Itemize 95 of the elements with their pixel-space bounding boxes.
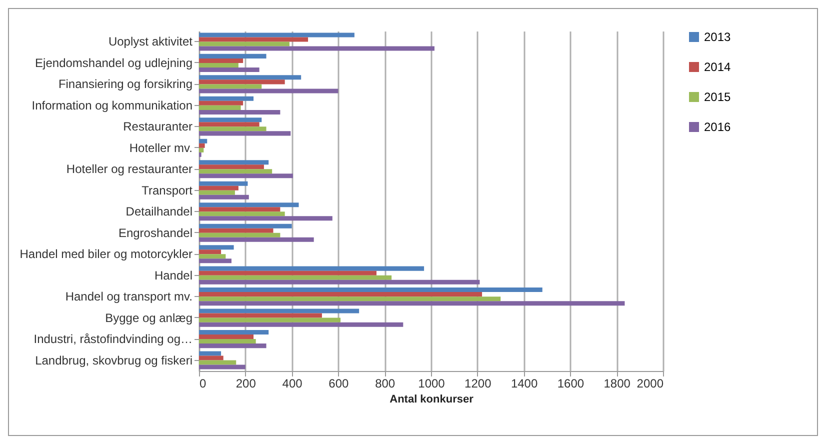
bar bbox=[199, 288, 542, 292]
legend-label: 2014 bbox=[704, 60, 732, 74]
bar bbox=[199, 174, 293, 178]
bar bbox=[199, 42, 290, 46]
bar bbox=[199, 270, 376, 276]
y-tick-label: Restauranter bbox=[123, 120, 192, 134]
bar bbox=[199, 143, 205, 148]
x-tick-label: 0 bbox=[200, 376, 206, 390]
bar bbox=[199, 250, 222, 254]
bar bbox=[199, 118, 262, 122]
bar bbox=[199, 194, 249, 200]
bar bbox=[199, 160, 269, 165]
x-axis-title: Antal konkurser bbox=[390, 394, 474, 406]
bar bbox=[199, 207, 280, 212]
bar bbox=[199, 237, 314, 242]
bar bbox=[199, 351, 222, 356]
bar bbox=[199, 344, 266, 348]
bar bbox=[199, 296, 501, 302]
bar bbox=[199, 322, 404, 327]
bar bbox=[199, 46, 434, 51]
x-tick-label: 1400 bbox=[510, 376, 538, 390]
bar bbox=[199, 224, 292, 228]
bar bbox=[199, 67, 260, 72]
x-tick-label: 1200 bbox=[464, 376, 492, 390]
bar bbox=[199, 169, 272, 174]
bar bbox=[199, 148, 204, 152]
bar bbox=[199, 266, 424, 271]
bar bbox=[199, 339, 256, 344]
x-tick-label: 200 bbox=[236, 376, 256, 390]
x-tick-label: 2000 bbox=[636, 376, 664, 390]
bar bbox=[199, 292, 482, 297]
bar bbox=[199, 80, 285, 84]
y-tick-label: Finansiering og forsikring bbox=[58, 77, 192, 92]
bar bbox=[199, 254, 226, 259]
bar bbox=[199, 280, 480, 284]
y-tick-label: Handel med biler og motorcykler bbox=[20, 247, 192, 262]
bar bbox=[199, 275, 392, 280]
bar bbox=[199, 75, 302, 80]
y-tick-label: Transport bbox=[142, 183, 194, 198]
y-tick-label: Hoteller mv. bbox=[129, 140, 192, 155]
bar bbox=[199, 164, 264, 170]
bar bbox=[199, 330, 269, 335]
bar bbox=[199, 138, 208, 144]
x-tick-label: 1600 bbox=[557, 376, 584, 390]
y-tick-label: Hoteller og restauranter bbox=[66, 162, 192, 176]
bar bbox=[199, 360, 236, 365]
legend-label: 2016 bbox=[704, 120, 732, 134]
x-tick-label: 1800 bbox=[604, 376, 631, 390]
y-tick-label: Detailhandel bbox=[126, 204, 192, 219]
bar bbox=[199, 100, 244, 106]
bar bbox=[199, 181, 248, 186]
bar bbox=[199, 84, 262, 89]
bar bbox=[199, 105, 241, 110]
y-tick-label: Handel og transport mv. bbox=[65, 290, 192, 304]
bar bbox=[199, 212, 285, 216]
bar bbox=[199, 301, 625, 306]
bar bbox=[199, 356, 224, 360]
bar bbox=[199, 186, 238, 190]
bar bbox=[199, 202, 299, 208]
legend-label: 2013 bbox=[704, 30, 732, 44]
bar bbox=[199, 308, 360, 314]
bar bbox=[199, 334, 254, 340]
bar bbox=[199, 37, 308, 42]
bar bbox=[199, 258, 232, 264]
y-tick-label: Ejendomshandel og udlejning bbox=[35, 56, 192, 70]
bar bbox=[199, 54, 266, 58]
bar bbox=[199, 122, 260, 127]
y-tick-label: Information og kommunikation bbox=[32, 98, 192, 112]
bar bbox=[199, 110, 280, 114]
bar bbox=[199, 131, 291, 136]
y-tick-label: Industri, råstofindvinding og… bbox=[34, 332, 192, 346]
bar bbox=[199, 96, 254, 101]
x-tick-label: 1000 bbox=[418, 376, 446, 390]
bar bbox=[199, 126, 266, 132]
bar bbox=[199, 228, 274, 233]
y-tick-label: Landbrug, skovbrug og fiskeri bbox=[35, 353, 192, 368]
y-tick-label: Uoplyst aktivitet bbox=[108, 34, 194, 49]
bar bbox=[199, 88, 338, 94]
y-tick-label: Engroshandel bbox=[118, 226, 192, 240]
legend-label: 2015 bbox=[704, 90, 732, 104]
bar bbox=[199, 245, 234, 250]
bar bbox=[199, 216, 332, 221]
bar bbox=[199, 313, 322, 318]
bar bbox=[199, 58, 244, 63]
y-tick-label: Handel bbox=[154, 268, 192, 282]
x-tick-label: 400 bbox=[282, 376, 303, 390]
bar bbox=[199, 318, 341, 322]
x-tick-label: 600 bbox=[328, 376, 350, 390]
x-tick-label: 800 bbox=[375, 376, 396, 390]
bar bbox=[199, 62, 238, 68]
bar bbox=[199, 190, 235, 195]
bar bbox=[199, 364, 246, 370]
y-tick-label: Bygge og anlæg bbox=[105, 310, 192, 325]
bar bbox=[199, 32, 354, 38]
bar bbox=[199, 232, 280, 238]
